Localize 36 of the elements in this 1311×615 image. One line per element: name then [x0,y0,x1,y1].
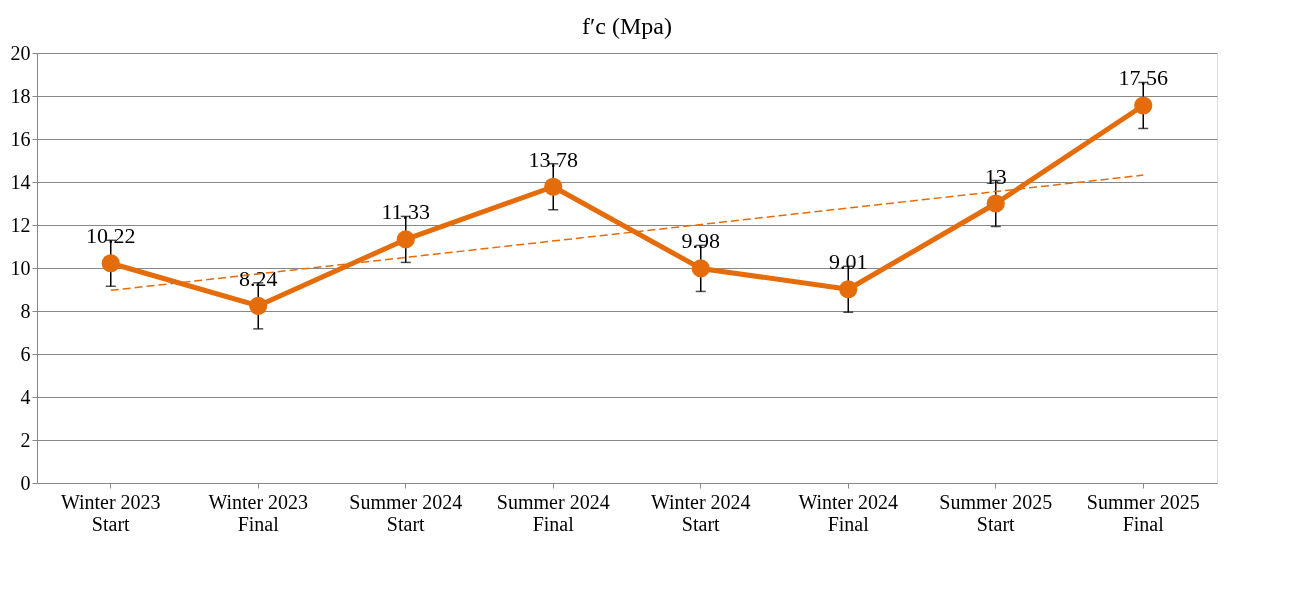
y-tick-label: 8 [20,299,31,322]
x-tick-label: Winter 2023 Start [60,490,161,535]
data-label: 17.56 [1118,65,1168,91]
data-label: 11.33 [381,199,431,225]
point [691,259,710,278]
point [544,177,563,196]
point [839,280,858,299]
point [986,194,1005,213]
x-tick-label: Summer 2025 Start [939,490,1053,535]
point [396,230,415,249]
data-label: 13.78 [528,146,578,172]
y-tick-label: 4 [20,385,31,408]
y-tick-label: 10 [10,256,31,279]
x-tick-label: Summer 2024 Final [496,490,610,535]
y-tick-label: 0 [20,471,31,494]
data-label: 9.01 [829,249,868,275]
y-tick-label: 20 [10,41,31,64]
y-tick-label: 2 [20,428,31,451]
y-tick-label: 18 [10,84,31,107]
x-tick-label: Summer 2024 Start [349,490,463,535]
x-tick-label: Winter 2024 Final [798,490,899,535]
x-tick-label: Summer 2025 Final [1086,490,1200,535]
y-tick-label: 12 [10,213,31,236]
data-label: 13 [984,163,1007,189]
x-tick-label: Winter 2023 Final [208,490,309,535]
data-label: 10.22 [86,223,136,249]
data-label: 9.98 [681,228,720,254]
x-tick-label: Winter 2024 Start [650,490,751,535]
y-tick-label: 6 [20,342,31,365]
y-tick-label: 16 [10,127,31,150]
chart-title: f′c (Mpa) [582,13,672,39]
data-label: 8.24 [239,265,278,291]
point [249,296,268,315]
point [1134,96,1153,115]
y-tick-label: 14 [10,170,31,193]
point [101,254,120,273]
